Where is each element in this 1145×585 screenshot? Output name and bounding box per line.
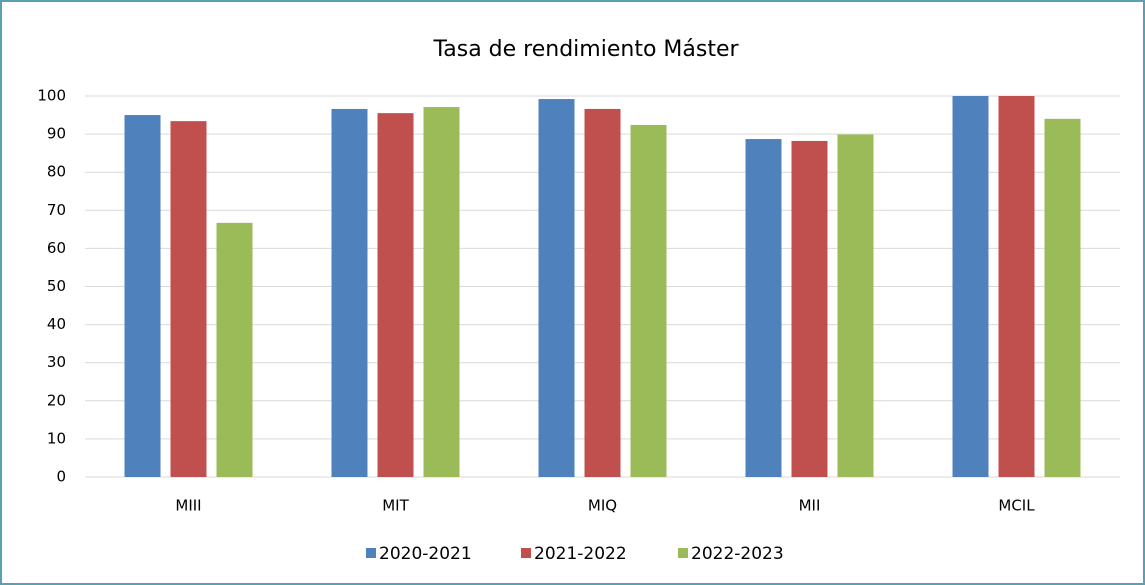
- bar: [837, 134, 874, 477]
- y-tick-label: 60: [47, 239, 66, 257]
- legend-label: 2020-2021: [379, 544, 472, 564]
- y-tick-label: 80: [47, 163, 66, 181]
- legend-label: 2022-2023: [691, 544, 784, 564]
- y-tick-label: 10: [47, 429, 66, 447]
- x-tick-label: MCIL: [998, 497, 1035, 515]
- y-tick-label: 100: [37, 87, 66, 105]
- legend-label: 2021-2022: [534, 544, 627, 564]
- bar: [170, 121, 207, 477]
- bar: [745, 139, 782, 478]
- bar: [1044, 118, 1081, 478]
- x-tick-label: MIII: [175, 497, 201, 515]
- y-tick-label: 30: [47, 353, 66, 371]
- y-tick-label: 0: [56, 468, 66, 486]
- y-tick-label: 40: [47, 315, 66, 333]
- bar: [331, 108, 368, 477]
- bar: [216, 222, 253, 477]
- bar: [952, 96, 989, 477]
- bar: [630, 124, 667, 478]
- bar: [124, 115, 161, 478]
- legend-swatch: [366, 548, 376, 558]
- bar: [377, 113, 414, 478]
- chart-title: Tasa de rendimiento Máster: [432, 37, 739, 62]
- y-tick-label: 50: [47, 277, 66, 295]
- y-tick-label: 70: [47, 201, 66, 219]
- x-tick-label: MII: [799, 497, 821, 515]
- bar: [998, 96, 1035, 477]
- bar: [791, 140, 828, 477]
- bar: [423, 107, 460, 477]
- x-tick-label: MIQ: [588, 497, 617, 515]
- y-tick-label: 20: [47, 391, 66, 409]
- x-tick-label: MIT: [382, 497, 409, 515]
- legend-swatch: [521, 548, 531, 558]
- legend-swatch: [678, 548, 688, 558]
- y-tick-label: 90: [47, 125, 66, 143]
- bar: [584, 108, 621, 477]
- bar: [538, 99, 575, 477]
